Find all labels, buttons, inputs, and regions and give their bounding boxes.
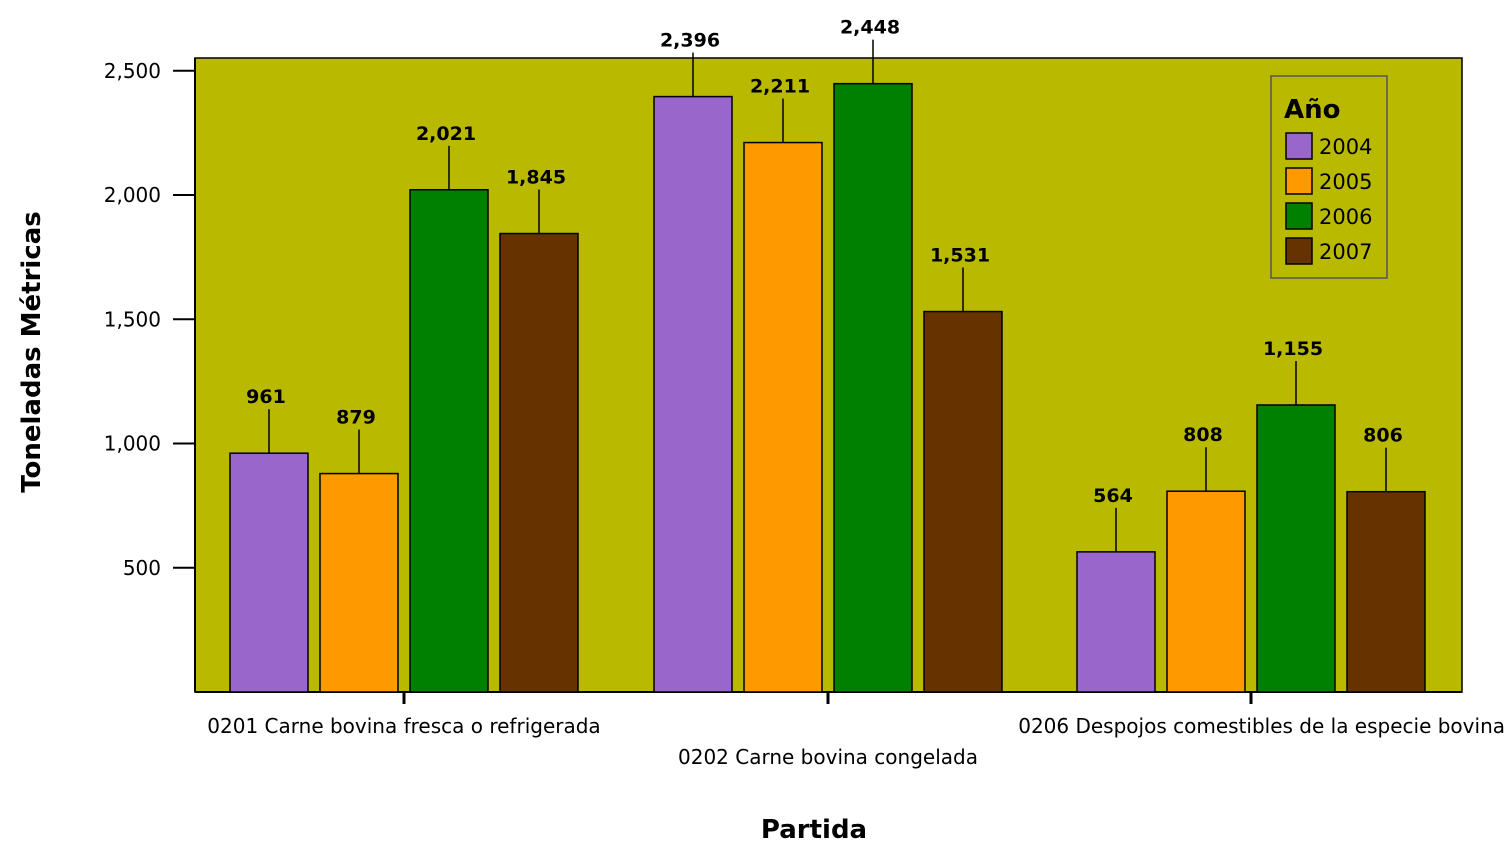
legend-swatch [1285, 237, 1313, 265]
y-tick-label: 2,000 [104, 183, 161, 207]
x-category-label: 0206 Despojos comestibles de la especie … [1018, 714, 1505, 738]
x-axis-title: Partida [761, 815, 867, 843]
y-tick-label: 500 [123, 556, 161, 580]
y-tick-label: 2,500 [104, 59, 161, 83]
legend-label: 2007 [1319, 240, 1372, 264]
bar [319, 472, 399, 693]
data-label: 879 [336, 407, 376, 429]
bar [1346, 490, 1426, 693]
bar [499, 232, 579, 693]
legend-swatch [1285, 132, 1313, 160]
legend-swatch [1285, 202, 1313, 230]
data-label: 2,021 [416, 123, 476, 145]
plot-area [194, 57, 1463, 693]
data-label: 564 [1093, 485, 1133, 507]
data-label: 2,396 [660, 30, 720, 52]
x-category-label: 0202 Carne bovina congelada [678, 745, 978, 769]
bar [1256, 404, 1336, 693]
data-label: 2,448 [840, 17, 900, 39]
data-label: 1,845 [506, 167, 566, 189]
bar [743, 141, 823, 693]
bar [653, 95, 733, 693]
data-label: 961 [246, 386, 286, 408]
legend-title: Año [1284, 95, 1341, 125]
x-category-label: 0201 Carne bovina fresca o refrigerada [207, 714, 600, 738]
legend-swatch [1285, 167, 1313, 195]
data-label: 2,211 [750, 76, 810, 98]
bar [1166, 490, 1246, 693]
legend-label: 2006 [1319, 205, 1372, 229]
bar [833, 82, 913, 693]
bar [409, 189, 489, 693]
data-label: 808 [1183, 424, 1223, 446]
y-axis-title: Toneladas Métricas [17, 211, 47, 493]
legend-label: 2004 [1319, 135, 1372, 159]
data-label: 806 [1363, 425, 1403, 447]
bar [923, 310, 1003, 693]
data-label: 1,155 [1263, 338, 1323, 360]
legend-label: 2005 [1319, 170, 1372, 194]
bar [229, 452, 309, 693]
y-tick-label: 1,500 [104, 307, 161, 331]
y-tick-label: 1,000 [104, 432, 161, 456]
data-label: 1,531 [930, 245, 990, 267]
bar [1076, 551, 1156, 693]
